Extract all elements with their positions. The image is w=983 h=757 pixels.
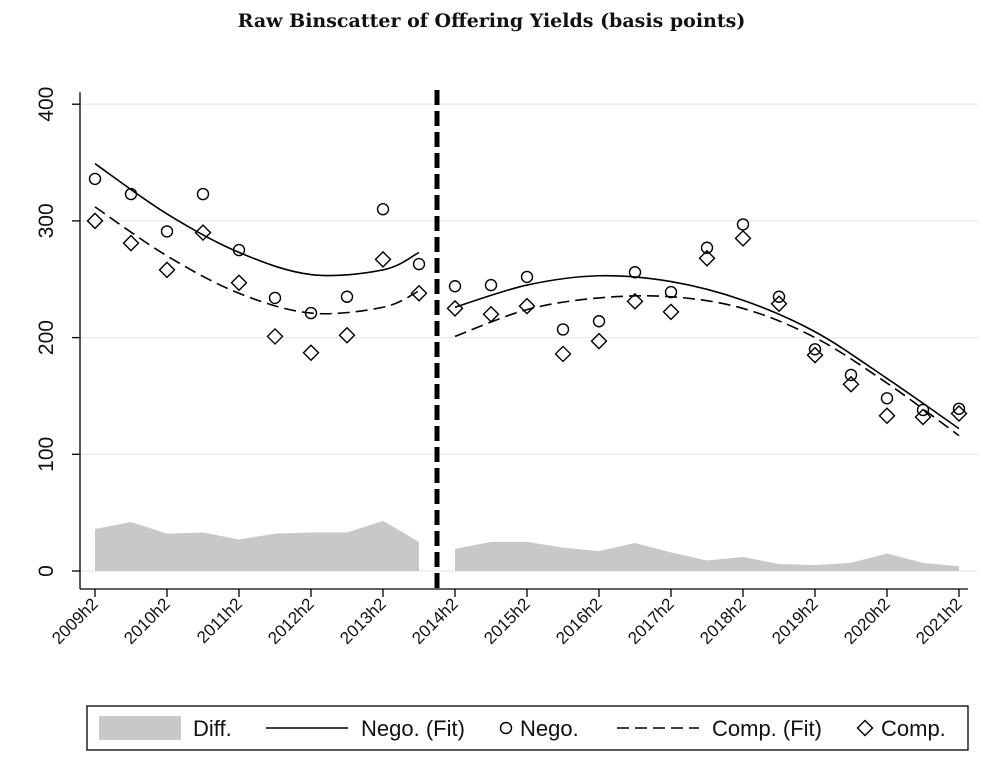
nego-point <box>556 323 570 336</box>
nego-point <box>592 315 606 328</box>
gridlines <box>80 103 978 572</box>
comp-fit-line <box>454 295 960 437</box>
comp-point <box>590 332 608 350</box>
legend-box <box>86 705 969 751</box>
nego-point <box>484 278 498 292</box>
legend-label-comp: Comp. <box>881 716 946 741</box>
y-tick-label: 200 <box>35 320 58 355</box>
nego-point <box>304 306 318 320</box>
x-tick-label: 2018h2 <box>696 594 750 648</box>
nego-point <box>844 368 858 382</box>
x-tick-label: 2014h2 <box>408 594 462 648</box>
nego-point <box>808 343 822 356</box>
x-tick-label: 2010h2 <box>120 594 174 648</box>
y-tick-label: 0 <box>35 565 58 577</box>
markers-layer <box>86 172 968 426</box>
nego-point <box>268 291 282 305</box>
nego-point <box>880 392 894 405</box>
x-tick-label: 2020h2 <box>840 594 894 648</box>
diff-area-layer <box>95 520 959 571</box>
x-tick-label: 2011h2 <box>193 594 246 647</box>
x-tick-label: 2015h2 <box>480 594 534 648</box>
fit-lines-layer <box>94 163 960 437</box>
comp-point <box>698 249 716 267</box>
nego-point <box>196 187 210 201</box>
diff-area <box>455 541 959 571</box>
comp-point <box>518 297 536 315</box>
legend-label-nego-fit: Nego. (Fit) <box>361 716 465 741</box>
nego-point <box>736 218 750 231</box>
legend-nego-marker <box>499 721 513 735</box>
comp-point <box>662 303 680 321</box>
nego-point <box>448 280 462 293</box>
comp-point <box>194 224 212 242</box>
comp-point <box>950 404 968 422</box>
nego-point <box>376 203 390 216</box>
nego-point <box>628 266 642 279</box>
comp-point <box>914 408 932 426</box>
nego-fit-line <box>94 163 420 277</box>
legend-label-diff: Diff. <box>193 716 232 741</box>
nego-point <box>520 270 534 284</box>
nego-fit-line <box>454 274 960 430</box>
x-tick-label: 2012h2 <box>264 594 318 648</box>
comp-point <box>374 250 392 268</box>
x-tick-label: 2016h2 <box>552 594 606 648</box>
comp-point <box>266 327 284 345</box>
x-tick-label: 2021h2 <box>912 594 966 648</box>
x-tick-label: 2017h2 <box>624 594 678 648</box>
legend-diff-swatch <box>99 716 181 740</box>
chart-title: Raw Binscatter of Offering Yields (basis… <box>237 10 746 32</box>
comp-point <box>446 299 464 317</box>
y-tick-label: 400 <box>35 87 58 122</box>
comp-point <box>806 346 824 364</box>
nego-point <box>412 257 426 271</box>
comp-point <box>770 295 788 313</box>
comp-point <box>158 261 176 279</box>
x-tick-label: 2019h2 <box>768 594 822 648</box>
nego-point <box>916 403 930 417</box>
y-tick-label: 100 <box>35 437 58 472</box>
comp-point <box>338 326 356 344</box>
comp-point <box>734 229 752 247</box>
x-tick-label: 2013h2 <box>336 594 390 648</box>
y-tick-label: 300 <box>35 203 58 238</box>
comp-point <box>554 345 572 363</box>
comp-point <box>86 212 104 230</box>
comp-point <box>842 375 860 393</box>
nego-point <box>340 290 354 303</box>
legend: Diff. Nego. (Fit) Nego. Comp. (Fit) Comp. <box>86 705 969 751</box>
comp-point <box>302 344 320 362</box>
nego-point <box>88 172 102 186</box>
legend-label-comp-fit: Comp. (Fit) <box>712 716 822 741</box>
comp-point <box>482 305 500 323</box>
comp-point <box>230 274 248 292</box>
nego-point <box>772 290 786 303</box>
nego-point <box>160 225 174 238</box>
nego-point <box>232 243 246 257</box>
comp-point <box>410 284 428 302</box>
comp-point <box>626 292 644 310</box>
nego-point <box>952 402 966 415</box>
legend-comp-marker <box>856 719 874 737</box>
comp-point <box>878 407 896 425</box>
nego-point <box>124 187 138 201</box>
nego-point <box>700 241 714 254</box>
x-tick-label: 2009h2 <box>48 594 102 648</box>
diff-area <box>95 520 419 571</box>
nego-point <box>664 285 678 299</box>
comp-fit-line <box>94 206 420 315</box>
comp-point <box>122 234 140 252</box>
legend-label-nego: Nego. <box>520 716 579 741</box>
